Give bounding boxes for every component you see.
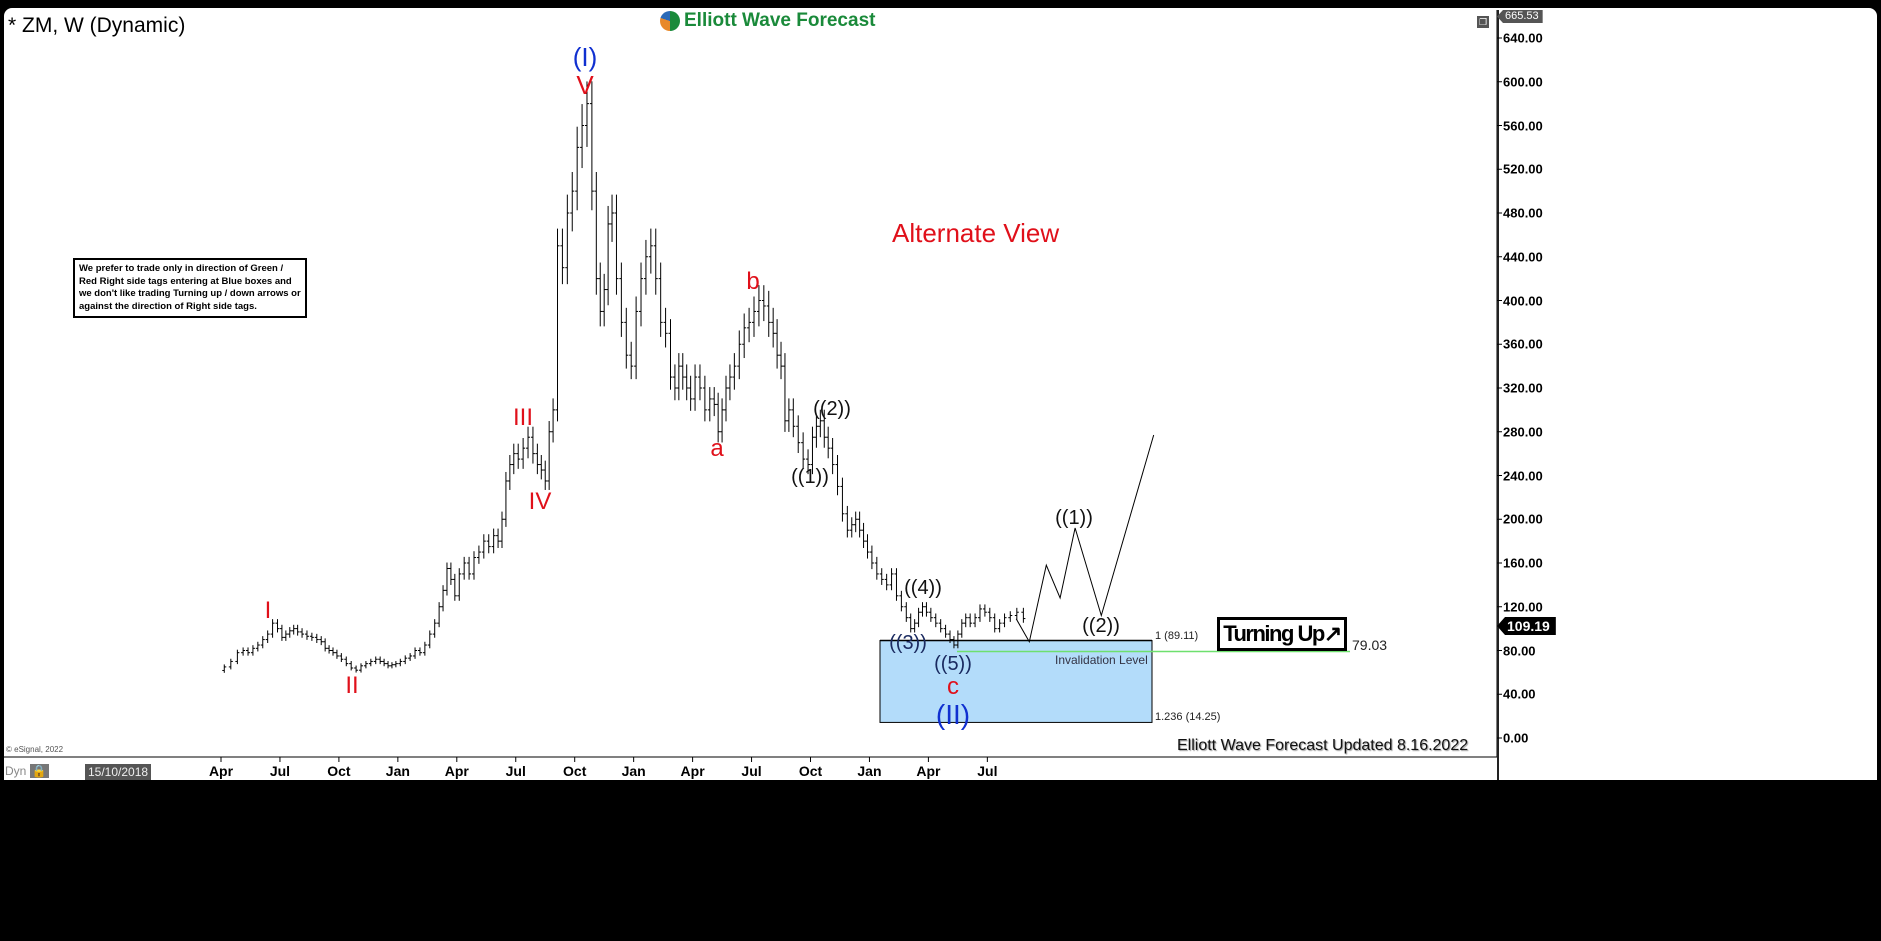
lock-icon[interactable]: 🔒 xyxy=(29,764,49,778)
wave-label-iv: IV xyxy=(528,488,552,515)
x-tick-label: Apr xyxy=(444,763,469,779)
trading-note: We prefer to trade only in direction of … xyxy=(73,258,307,318)
y-tick-label: 320.00 xyxy=(1503,380,1543,396)
x-tick-label: Oct xyxy=(563,763,587,779)
y-tick-label: 200.00 xyxy=(1503,511,1543,527)
wave-label-minor-1: ((1)) xyxy=(791,466,829,488)
wave-label-c: c xyxy=(947,673,959,700)
y-tick-label: 120.00 xyxy=(1503,599,1543,615)
arrow-up-right-icon: ↗ xyxy=(1323,621,1342,646)
y-tick-label: 40.00 xyxy=(1503,686,1536,702)
y-tick-label: 360.00 xyxy=(1503,336,1543,352)
dyn-label: Dyn xyxy=(5,764,27,778)
y-tick-label: 80.00 xyxy=(1503,643,1536,658)
wave-label-v: V xyxy=(576,70,594,100)
x-tick-label: Jan xyxy=(621,763,646,779)
box-top-label: 1 (89.11) xyxy=(1155,630,1199,642)
wave-label-big1: (I) xyxy=(572,42,598,72)
x-tick-label: Jul xyxy=(269,763,291,779)
x-tick-label: Oct xyxy=(798,763,823,779)
copyright: © eSignal, 2022 xyxy=(6,745,64,754)
y-tick-label: 0.00 xyxy=(1503,730,1529,746)
y-tick-label: 640.00 xyxy=(1503,30,1543,46)
x-tick-label: Jan xyxy=(857,763,882,779)
x-tick-label: Oct xyxy=(327,763,351,779)
wave-label-big2: (II) xyxy=(935,699,971,730)
forecast-path xyxy=(1015,434,1155,644)
logo: Elliott Wave Forecast xyxy=(660,10,875,32)
y-tick-label: 600.00 xyxy=(1503,74,1543,90)
axis-top-value: 665.53 xyxy=(1497,10,1543,23)
wave-label-minor-2: ((2)) xyxy=(813,398,851,420)
blue-box xyxy=(879,640,1153,723)
wave-label-i: I xyxy=(264,597,272,624)
x-tick-label: Jan xyxy=(385,763,410,779)
logo-text: Elliott Wave Forecast xyxy=(684,10,876,31)
y-tick-label: 560.00 xyxy=(1503,118,1543,133)
y-tick-label: 480.00 xyxy=(1503,205,1543,221)
invalidation-value: 79.03 xyxy=(1352,637,1388,653)
y-tick-label: 400.00 xyxy=(1503,293,1543,308)
y-tick-label: 440.00 xyxy=(1503,249,1543,265)
box-bottom-label: 1.236 (14.25) xyxy=(1155,711,1221,723)
cursor-date: 15/10/2018 xyxy=(85,764,152,780)
wave-label-ii: II xyxy=(345,672,359,699)
wave-label-a: a xyxy=(710,435,724,462)
wave-label-minor-5: ((5)) xyxy=(934,653,972,675)
wave-label-iii: III xyxy=(512,404,534,431)
y-tick-label: 240.00 xyxy=(1503,468,1543,483)
wave-label-minor-4: ((4)) xyxy=(904,577,942,599)
chart-title: * ZM, W (Dynamic) xyxy=(8,14,186,37)
x-tick-label: Jul xyxy=(505,763,526,779)
invalidation-text: Invalidation Level xyxy=(1055,653,1148,667)
restore-window-icon[interactable]: ❐ xyxy=(1477,16,1489,28)
last-price-tag: 109.19 xyxy=(1497,617,1556,635)
logo-icon xyxy=(660,11,680,31)
forecast-label-2: ((2)) xyxy=(1082,615,1120,637)
forecast-label-1: ((1)) xyxy=(1055,507,1093,529)
axis-divider xyxy=(1497,10,1499,780)
y-tick-label: 160.00 xyxy=(1503,555,1543,571)
y-tick-label: 280.00 xyxy=(1503,424,1543,440)
updated-label: Elliott Wave Forecast Updated 8.16.2022 xyxy=(1177,737,1469,754)
y-tick-label: 520.00 xyxy=(1503,161,1543,177)
alternate-view-label: Alternate View xyxy=(892,218,1060,248)
dyn-toggle[interactable]: Dyn 🔒 xyxy=(5,764,49,778)
turning-up-label: Turning Up xyxy=(1223,621,1325,646)
x-tick-label: Jul xyxy=(741,763,762,779)
wave-label-minor-3: ((3)) xyxy=(889,632,927,654)
turning-up-badge: Turning Up ↗ xyxy=(1217,617,1347,651)
x-tick-label: Apr xyxy=(208,763,234,779)
bottom-border xyxy=(4,780,1877,941)
x-tick-label: Jul xyxy=(977,763,998,779)
wave-label-b: b xyxy=(746,268,760,295)
x-tick-label: Apr xyxy=(916,763,941,779)
x-tick-label: Apr xyxy=(680,763,705,779)
